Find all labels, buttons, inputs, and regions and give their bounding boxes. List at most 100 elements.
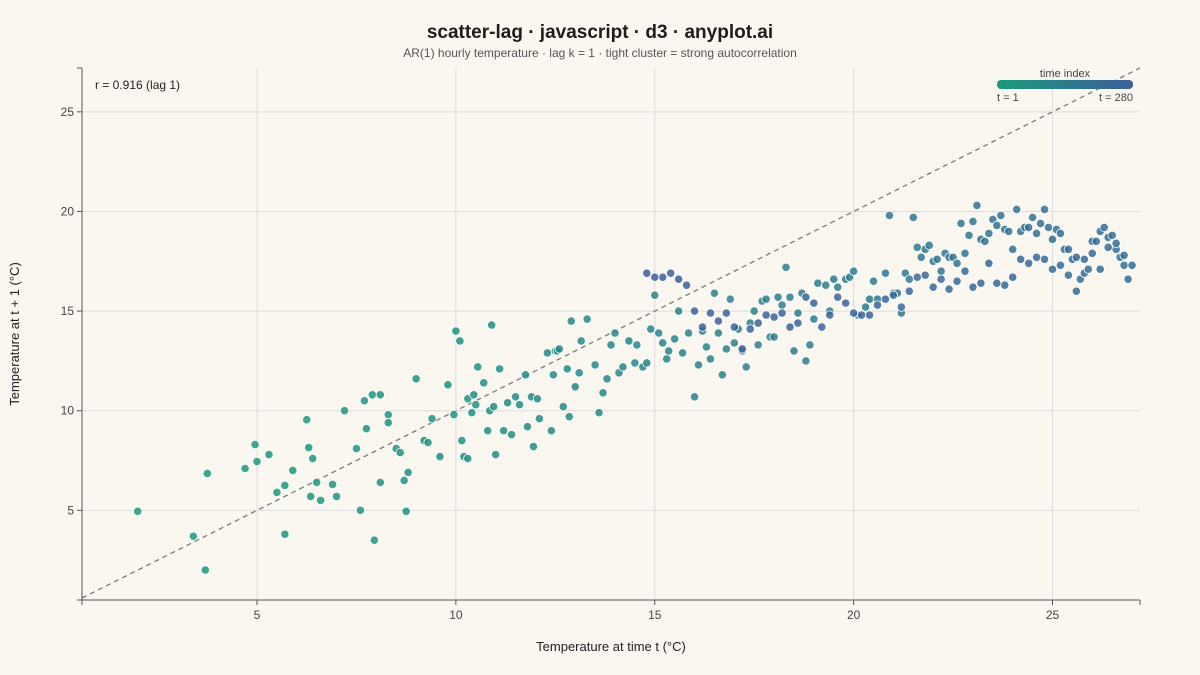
data-point: [1091, 236, 1101, 246]
data-point: [1000, 280, 1010, 290]
data-point: [992, 220, 1002, 231]
data-point: [833, 292, 843, 302]
data-point: [689, 306, 700, 316]
data-point: [904, 274, 914, 284]
data-point: [777, 308, 787, 318]
data-point: [683, 328, 694, 338]
data-point: [1031, 252, 1042, 262]
data-point: [781, 262, 791, 272]
data-point: [761, 294, 771, 304]
data-point: [395, 447, 405, 458]
data-point: [598, 388, 608, 398]
data-point: [308, 453, 318, 464]
data-point: [401, 506, 411, 516]
data-point: [952, 276, 962, 286]
data-point: [502, 398, 513, 408]
data-point: [642, 268, 652, 278]
data-point: [864, 310, 875, 320]
data-point: [785, 292, 795, 302]
data-point: [737, 344, 747, 354]
x-tick-label: 5: [254, 608, 261, 622]
data-point: [554, 344, 564, 354]
x-tick-label: 25: [1046, 608, 1060, 622]
data-point: [1031, 228, 1042, 238]
data-point: [960, 266, 970, 276]
data-point: [1047, 234, 1058, 244]
data-point: [1024, 222, 1034, 233]
legend-start-label: t = 1: [997, 92, 1019, 104]
data-point: [960, 248, 970, 258]
data-point: [1071, 252, 1081, 262]
data-point: [1127, 260, 1137, 270]
data-point: [856, 310, 867, 320]
data-point: [928, 282, 938, 292]
data-point: [1039, 254, 1050, 264]
legend-end-label: t = 280: [1099, 92, 1133, 104]
data-point: [514, 400, 525, 410]
data-point: [932, 254, 942, 264]
data-point: [769, 332, 779, 342]
data-point: [566, 316, 576, 326]
data-point: [717, 370, 727, 380]
data-point: [809, 298, 819, 308]
data-point: [670, 334, 680, 344]
data-point: [709, 288, 720, 298]
data-point: [658, 272, 668, 282]
data-point: [506, 430, 517, 440]
data-point: [491, 449, 501, 460]
chart-title: scatter-lag · javascript · d3 · anyplot.…: [426, 22, 774, 43]
data-point: [606, 340, 616, 350]
data-point: [133, 506, 143, 516]
data-point: [463, 453, 473, 464]
data-point: [884, 210, 895, 221]
data-point: [302, 415, 312, 425]
data-point: [849, 308, 859, 318]
data-point: [674, 306, 684, 316]
data-point: [681, 280, 692, 290]
data-point: [833, 282, 843, 292]
data-point: [996, 210, 1006, 221]
data-point: [801, 292, 811, 302]
data-point: [630, 358, 640, 368]
data-point: [602, 374, 612, 384]
data-point: [367, 390, 377, 400]
data-point: [721, 308, 731, 318]
data-point: [654, 328, 664, 338]
data-point: [558, 402, 568, 412]
data-point: [483, 426, 493, 436]
data-point: [924, 240, 934, 250]
data-point: [1071, 286, 1081, 296]
data-point: [745, 324, 755, 334]
data-point: [1063, 244, 1074, 254]
data-point: [944, 284, 954, 294]
data-point: [872, 300, 883, 310]
data-point: [1063, 270, 1074, 280]
data-point: [658, 338, 668, 348]
data-point: [1055, 260, 1066, 270]
data-point: [304, 442, 314, 453]
data-point: [642, 358, 652, 368]
data-point: [662, 354, 672, 364]
data-point: [701, 342, 712, 352]
data-point: [956, 218, 966, 229]
data-point: [749, 306, 759, 316]
data-point: [650, 272, 660, 282]
data-point: [1099, 222, 1109, 233]
data-point: [355, 505, 366, 515]
data-point: [729, 322, 739, 332]
data-point: [908, 212, 918, 223]
data-point: [427, 414, 437, 424]
data-point: [936, 266, 946, 276]
legend-title: time index: [1040, 68, 1091, 80]
data-point: [582, 314, 592, 324]
data-point: [992, 278, 1002, 288]
data-point: [473, 362, 483, 372]
data-point: [562, 364, 572, 374]
data-point: [976, 278, 986, 288]
data-point: [375, 390, 385, 400]
y-tick-label: 10: [61, 404, 75, 418]
data-point: [705, 308, 716, 318]
data-point: [713, 316, 723, 326]
data-point: [841, 298, 851, 308]
